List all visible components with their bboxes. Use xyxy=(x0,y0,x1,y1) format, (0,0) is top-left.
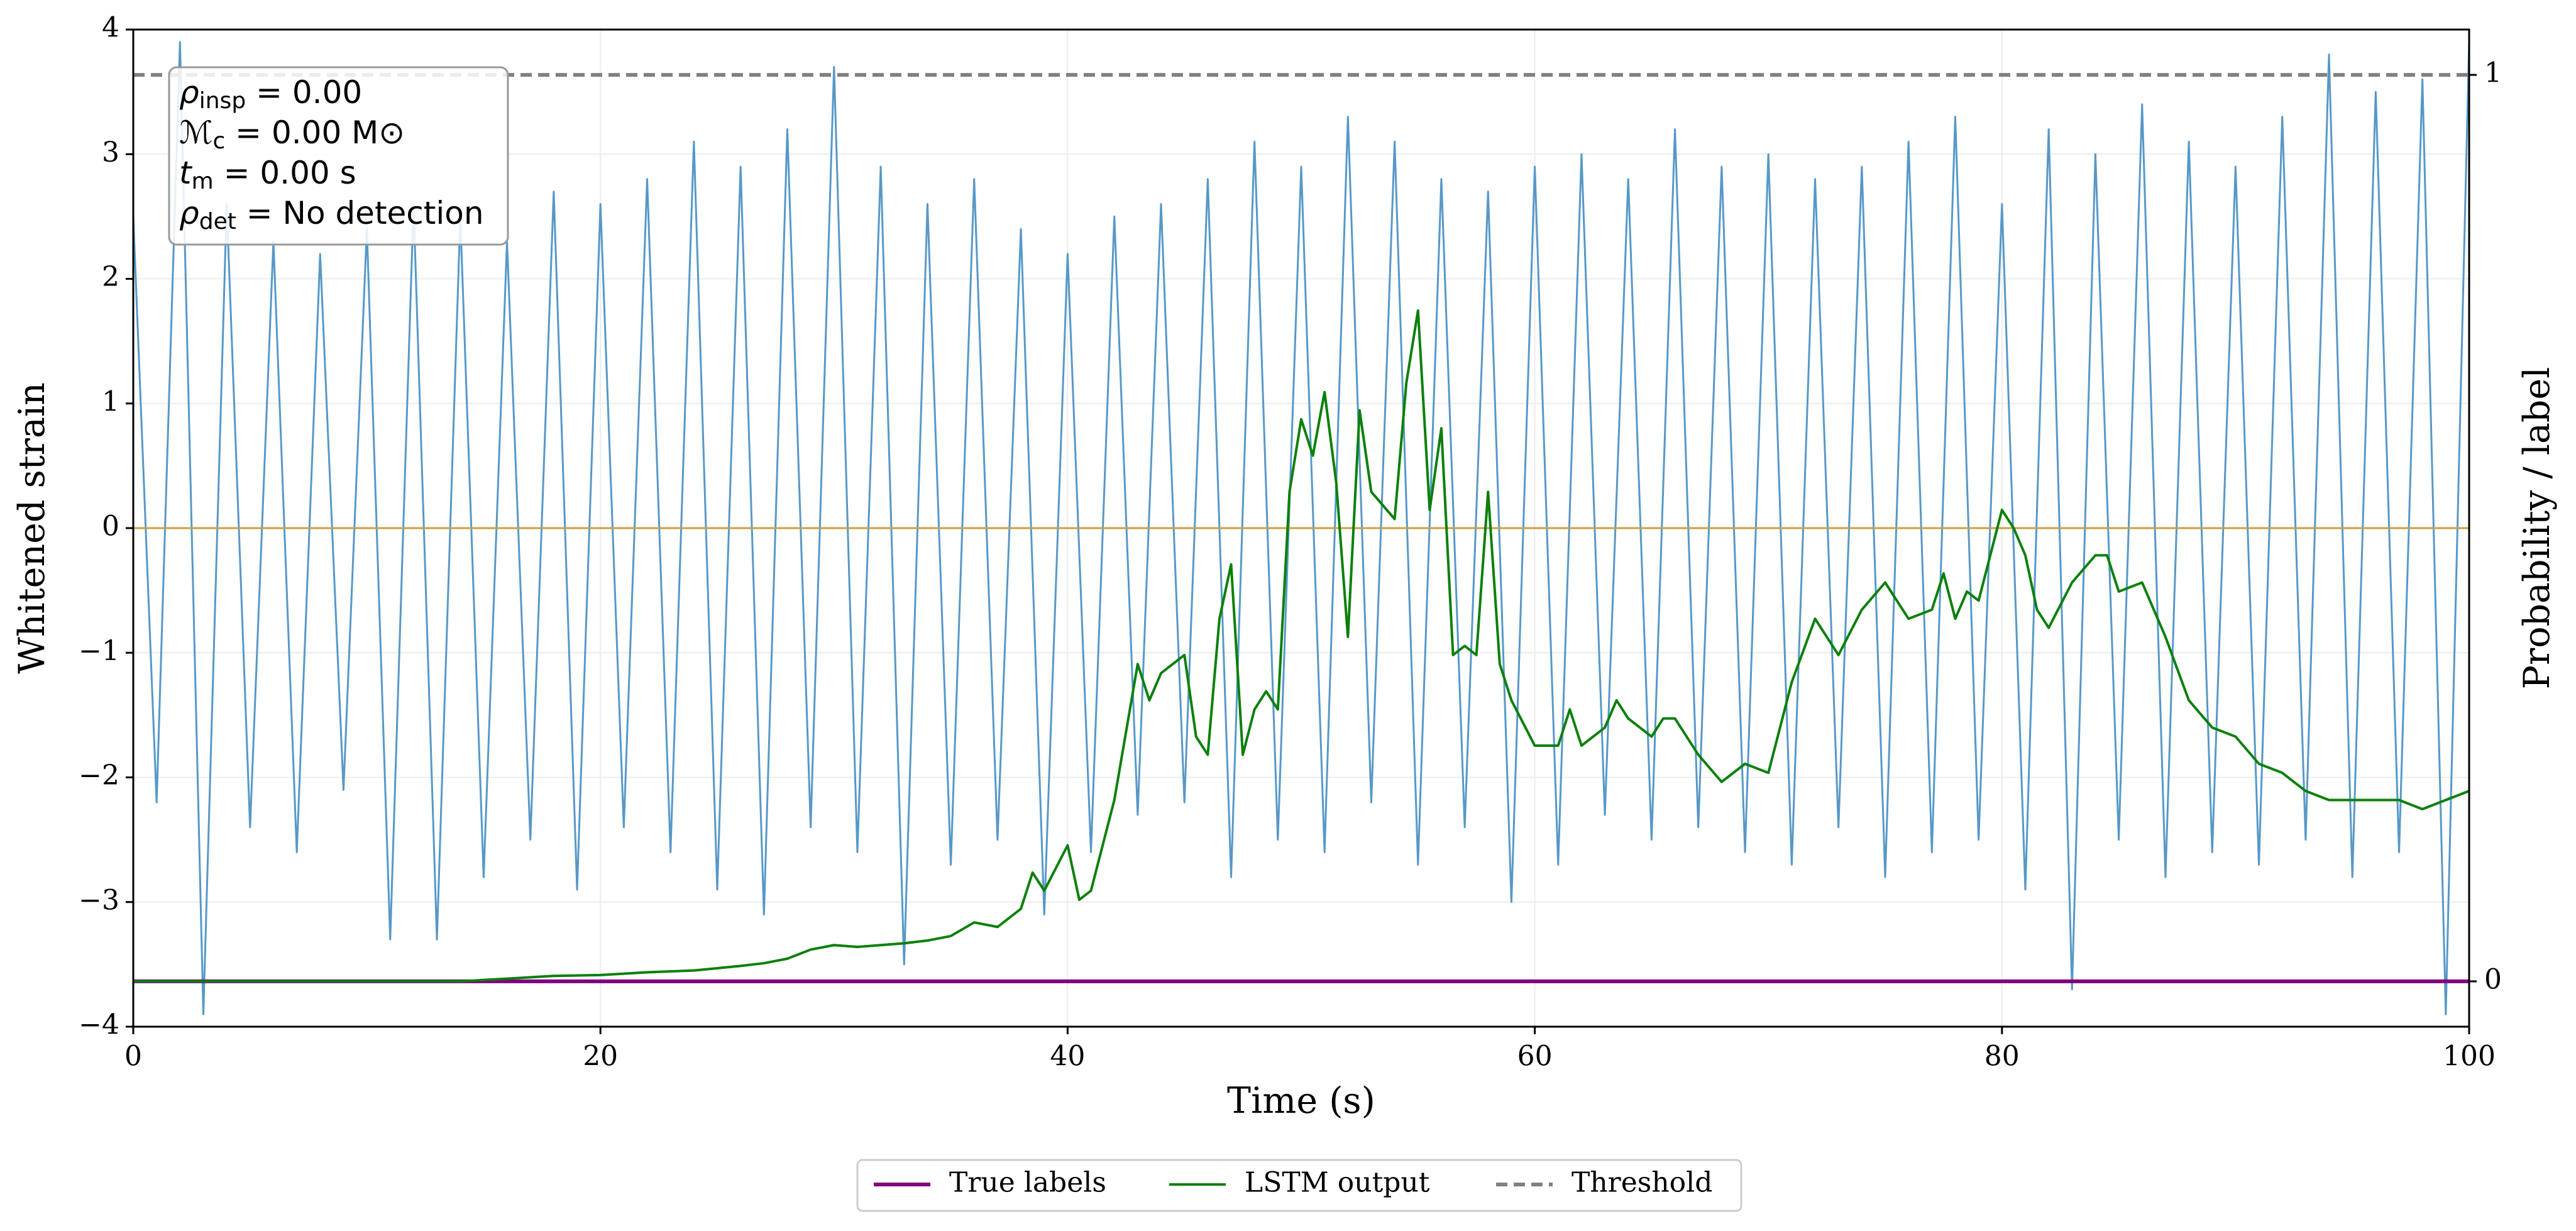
legend: True labels LSTM output Threshold xyxy=(874,1167,1712,1199)
y-tick-label: −1 xyxy=(79,635,119,667)
y2-tick-label: 0 xyxy=(2484,963,2502,995)
y-tick-label: 0 xyxy=(102,511,119,543)
y-tick-label: 4 xyxy=(102,12,119,44)
y-tick-label: −3 xyxy=(79,884,119,916)
annotation-subscript: c xyxy=(212,128,225,154)
x-tick-label: 0 xyxy=(124,1041,142,1073)
annotation-subscript: insp xyxy=(199,88,246,114)
legend-label: True labels xyxy=(949,1167,1106,1199)
x-tick-label: 40 xyxy=(1050,1041,1085,1073)
annotation-subscript: det xyxy=(199,209,236,235)
legend-label: LSTM output xyxy=(1245,1167,1430,1199)
y-tick-label: −2 xyxy=(79,759,119,792)
series-line xyxy=(133,309,2469,983)
annotation-text: = 0.00 M⊙ xyxy=(225,114,405,151)
annotation-subscript: m xyxy=(192,168,214,194)
x-tick-label: 60 xyxy=(1517,1041,1553,1073)
annotation: ρinsp = 0.00 xyxy=(179,74,362,114)
plot-area xyxy=(133,41,2469,1015)
annotation-text: = No detection xyxy=(236,195,484,231)
annotation-text: = 0.00 s xyxy=(214,155,356,191)
annotation-symbol: ρ xyxy=(179,74,199,111)
x-tick-label: 100 xyxy=(2443,1041,2496,1073)
annotation-text: = 0.00 xyxy=(246,74,362,111)
annotation-symbol: t xyxy=(179,155,193,191)
x-axis-label: Time (s) xyxy=(1227,1080,1375,1122)
annotation: tm = 0.00 s xyxy=(179,155,356,195)
legend-label: Threshold xyxy=(1571,1167,1712,1199)
annotation: ℳc = 0.00 M⊙ xyxy=(179,114,405,155)
annotation: ρdet = No detection xyxy=(179,195,484,235)
y2-tick-label: 1 xyxy=(2484,57,2502,89)
y-tick-label: −4 xyxy=(79,1009,119,1041)
annotation-box xyxy=(168,66,509,246)
legend-box xyxy=(856,1159,1742,1212)
annotation-symbol: ρ xyxy=(179,195,199,231)
strain-line xyxy=(133,41,2469,1015)
y-tick-label: 2 xyxy=(102,261,119,293)
x-tick-label: 20 xyxy=(583,1041,618,1073)
y2-axis-label: Probability / label xyxy=(2516,367,2558,690)
annotation-symbol: ℳ xyxy=(179,114,212,151)
y-tick-label: 1 xyxy=(102,385,119,417)
x-tick-label: 80 xyxy=(1984,1041,2020,1073)
y-tick-label: 3 xyxy=(102,136,119,168)
y-axis-label: Whitened strain xyxy=(11,382,53,674)
